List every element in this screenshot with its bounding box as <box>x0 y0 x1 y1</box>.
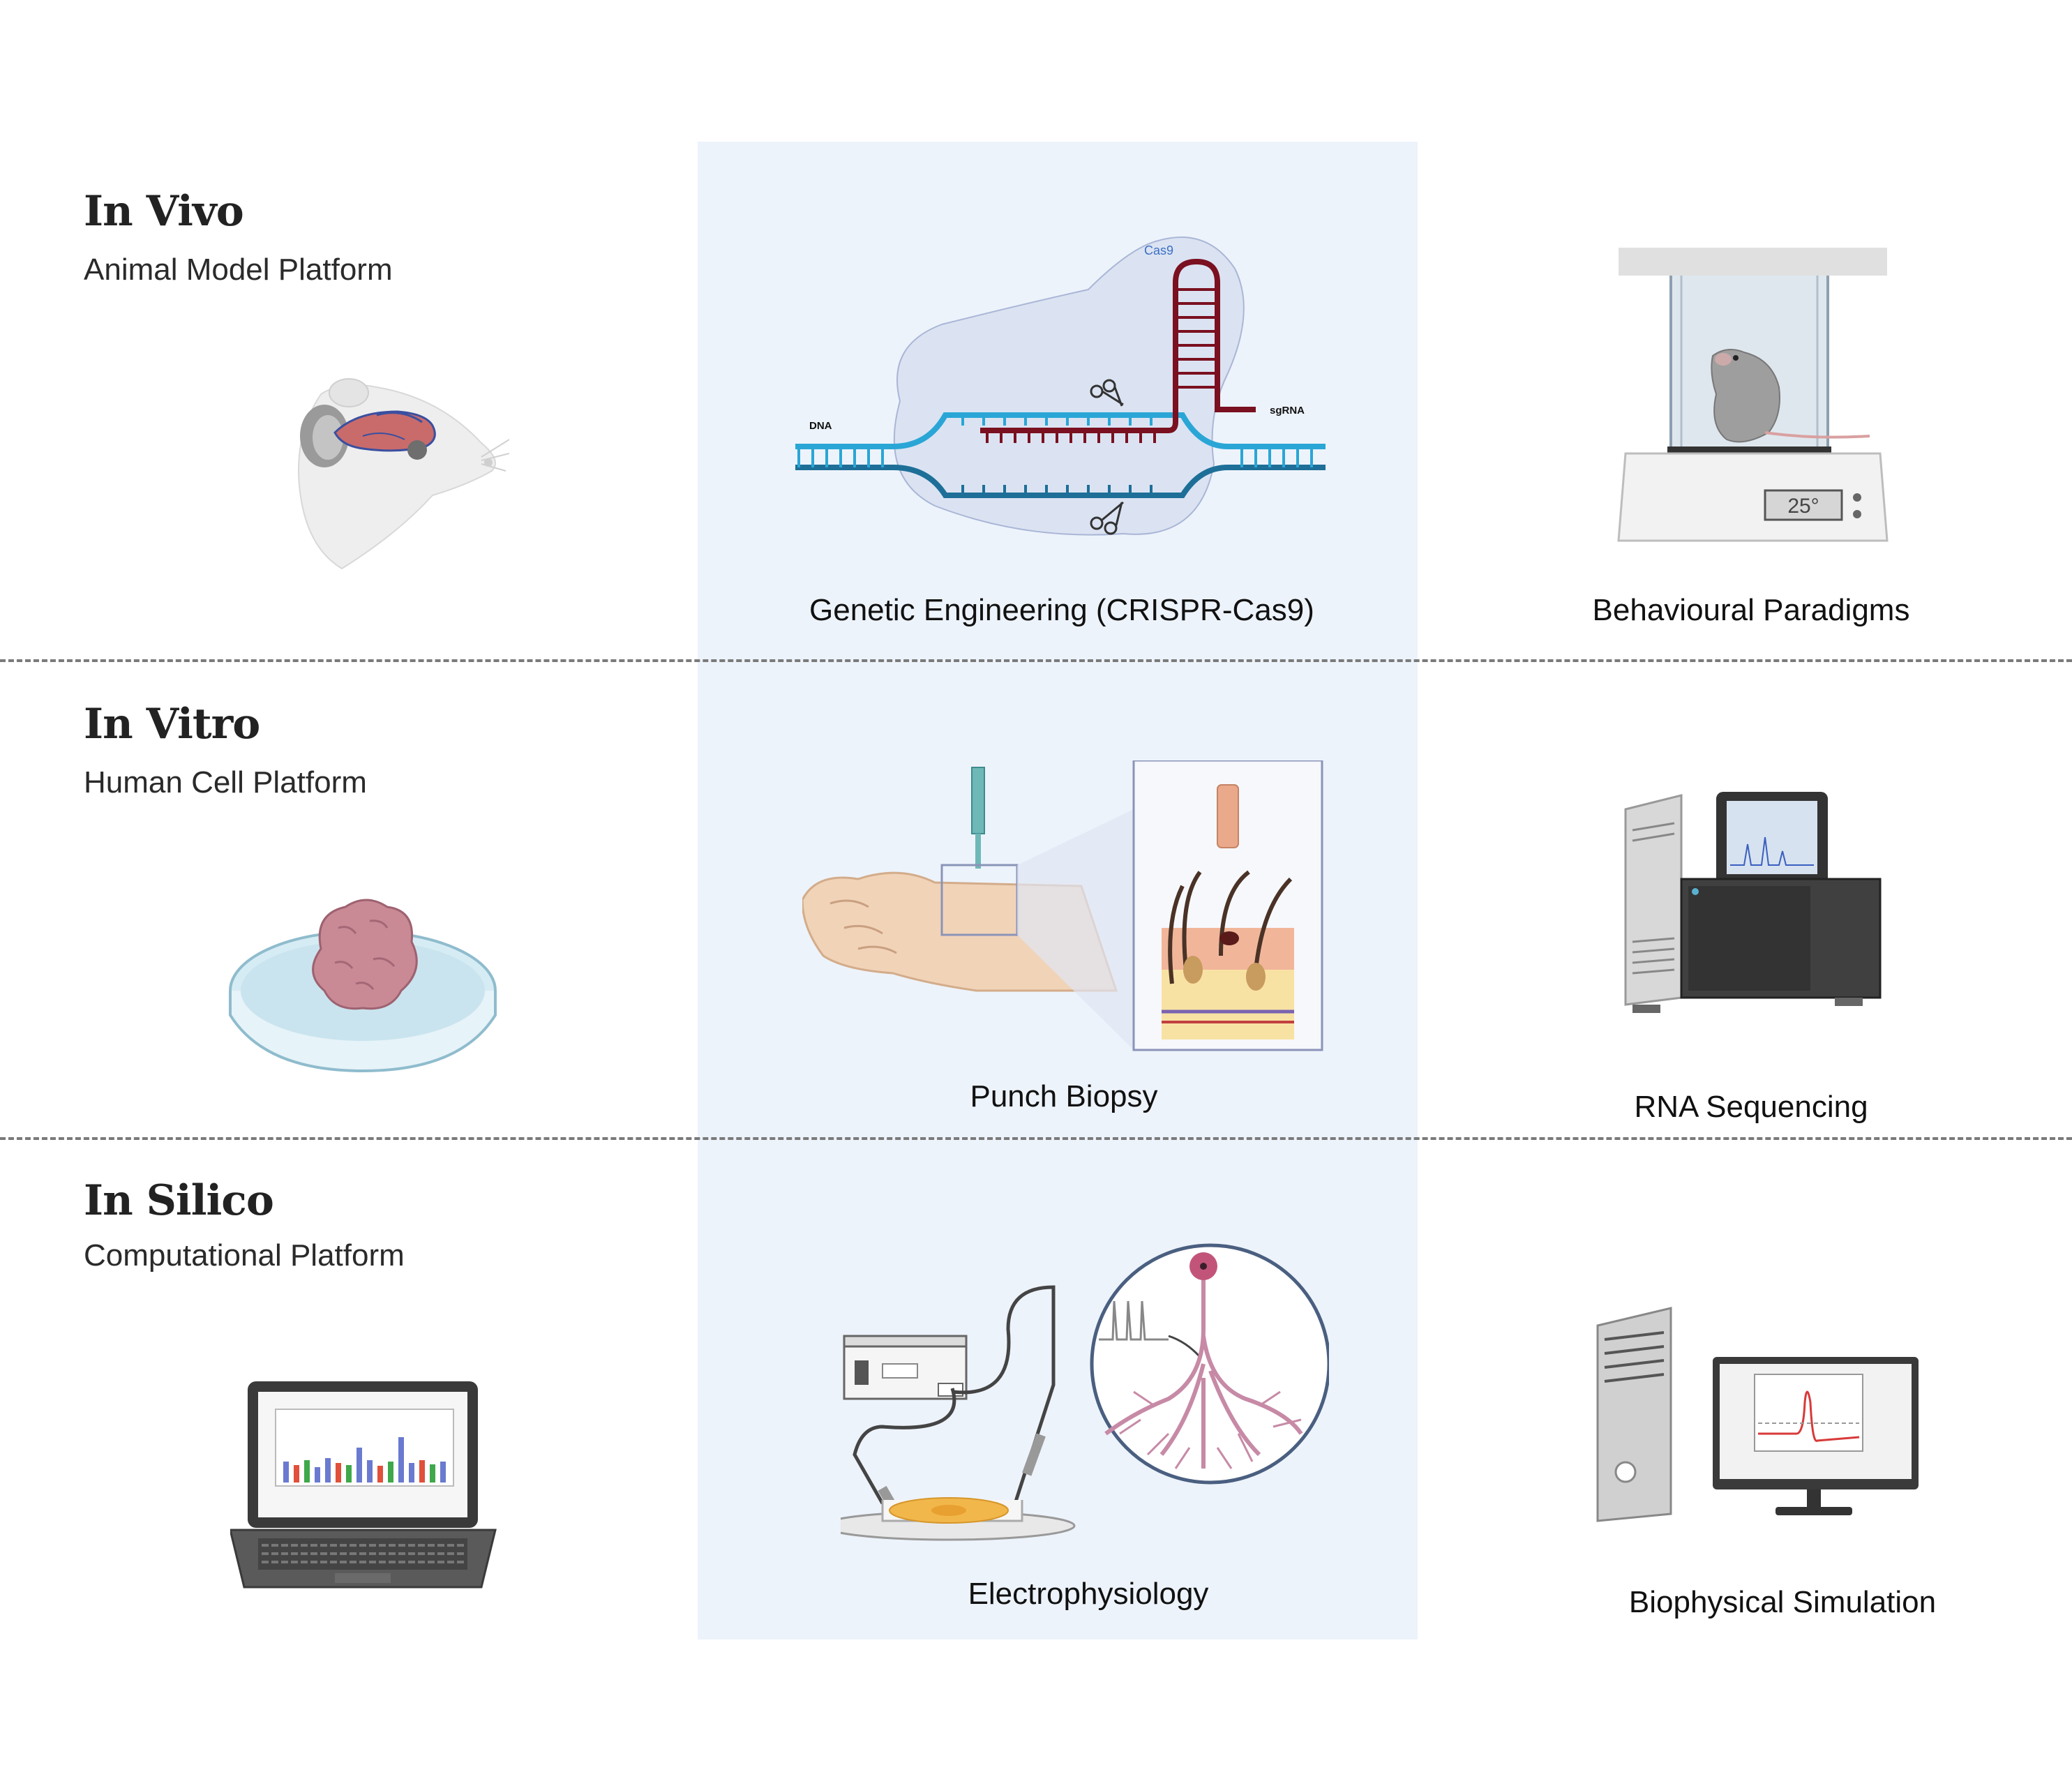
cas9-label: Cas9 <box>1144 243 1173 257</box>
dna-label: DNA <box>809 420 832 432</box>
organoid-petri-dish-illustration <box>229 899 497 1073</box>
laptop-gwas-illustration <box>230 1381 497 1589</box>
simulation-computer-illustration <box>1596 1307 1919 1522</box>
caption-simulation: Biophysical Simulation <box>1628 1585 1937 1619</box>
scissors-icon-bottom <box>1090 501 1124 535</box>
rna-sequencer-illustration <box>1624 792 1882 1013</box>
row-subtitle-in-vivo: Animal Model Platform <box>84 253 393 287</box>
scissors-icon-top <box>1090 379 1124 407</box>
caption-crispr: Genetic Engineering (CRISPR-Cas9) <box>809 593 1314 627</box>
caption-rna: RNA Sequencing <box>1634 1090 1868 1124</box>
crispr-cas9-diagram: Cas9 DNA sgRNA <box>795 237 1326 536</box>
chamber-temperature-display: 25° <box>1787 495 1819 518</box>
row-subtitle-in-silico: Computational Platform <box>84 1238 405 1273</box>
row-subtitle-in-vitro: Human Cell Platform <box>84 765 367 800</box>
row-divider-1 <box>0 659 2072 662</box>
caption-ephys: Electrophysiology <box>968 1577 1209 1611</box>
sgrna-label: sgRNA <box>1270 405 1305 416</box>
caption-behaviour: Behavioural Paradigms <box>1592 593 1910 627</box>
row-title-in-silico: In Silico <box>84 1176 274 1225</box>
behaviour-chamber-illustration: 25° <box>1617 248 1889 542</box>
punch-biopsy-illustration <box>802 760 1323 1051</box>
caption-biopsy: Punch Biopsy <box>970 1079 1158 1113</box>
row-divider-2 <box>0 1137 2072 1140</box>
mouse-brain-illustration <box>298 378 509 570</box>
row-title-in-vivo: In Vivo <box>84 187 244 236</box>
electrophysiology-illustration <box>841 1243 1329 1541</box>
row-title-in-vitro: In Vitro <box>84 700 260 749</box>
